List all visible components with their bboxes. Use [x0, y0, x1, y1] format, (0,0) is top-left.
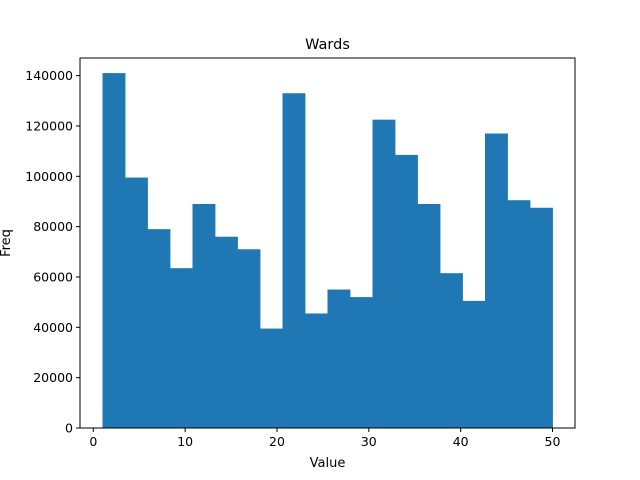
histogram-bar-5 — [192, 203, 216, 428]
bars-layer — [102, 73, 553, 429]
chart-title: Wards — [305, 37, 350, 53]
histogram-bar-7 — [237, 249, 261, 428]
x-tick-label: 20 — [269, 434, 285, 449]
histogram-bar-14 — [395, 154, 418, 428]
x-tick-label: 0 — [89, 434, 97, 449]
histogram-bar-4 — [170, 268, 193, 428]
y-tick-label: 40000 — [33, 320, 73, 335]
y-axis-label: Freq — [0, 229, 14, 257]
x-axis-label: Value — [310, 456, 346, 471]
y-tick-label: 20000 — [33, 370, 73, 385]
x-tick-label: 10 — [177, 434, 193, 449]
x-tick-label: 30 — [361, 434, 377, 449]
histogram-bar-10 — [305, 313, 328, 428]
y-tick-label: 60000 — [33, 269, 73, 284]
axes-frame — [79, 57, 576, 429]
histogram-bar-12 — [350, 297, 373, 428]
histogram-bar-19 — [507, 200, 531, 428]
histogram-bar-9 — [282, 93, 306, 429]
histogram-bar-1 — [102, 73, 126, 428]
y-tick-label: 140000 — [25, 68, 73, 83]
histogram-bar-20 — [530, 207, 553, 428]
histogram-bar-3 — [147, 229, 171, 428]
ticks-layer: 0 10 20 30 40 50 0 20000 40000 60000 80000 100000 12… — [25, 68, 560, 449]
histogram-bar-18 — [485, 133, 508, 428]
y-tick-label: 80000 — [33, 219, 73, 234]
y-tick-label: 100000 — [25, 169, 73, 184]
y-tick-label: 120000 — [25, 118, 73, 133]
histogram-bar-2 — [125, 177, 148, 428]
histogram-bar-13 — [372, 119, 396, 429]
histogram-bar-6 — [215, 236, 238, 428]
x-tick-label: 40 — [453, 434, 469, 449]
x-tick-label: 50 — [545, 434, 561, 449]
histogram-bar-17 — [462, 300, 486, 428]
histogram-bar-8 — [260, 328, 283, 428]
histogram-bar-16 — [440, 273, 463, 428]
y-tick-label: 0 — [65, 421, 73, 436]
histogram-bar-11 — [327, 289, 351, 428]
histogram-bar-15 — [417, 203, 441, 428]
